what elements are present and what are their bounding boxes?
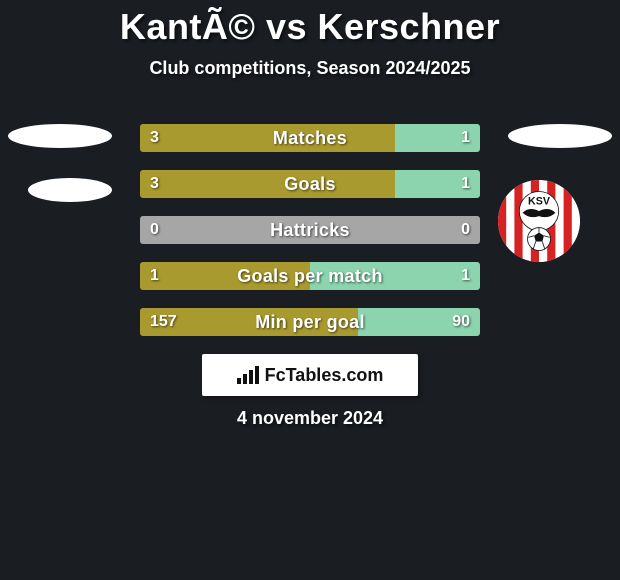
page-subtitle: Club competitions, Season 2024/2025: [0, 58, 620, 79]
stat-label: Goals per match: [140, 262, 480, 290]
stat-label: Min per goal: [140, 308, 480, 336]
stat-row: 00Hattricks: [140, 216, 480, 244]
stat-row: 11Goals per match: [140, 262, 480, 290]
watermark-text: FcTables.com: [265, 365, 384, 386]
crest-svg: KSV: [498, 180, 580, 262]
watermark: FcTables.com: [202, 354, 418, 396]
stat-label: Goals: [140, 170, 480, 198]
club-crest-ksv: KSV: [498, 180, 580, 262]
root: KantÃ© vs Kerschner Club competitions, S…: [0, 0, 620, 580]
stat-row: 31Matches: [140, 124, 480, 152]
stat-row: 31Goals: [140, 170, 480, 198]
page-title: KantÃ© vs Kerschner: [0, 0, 620, 48]
stat-label: Hattricks: [140, 216, 480, 244]
bar-chart-icon: [237, 366, 259, 384]
stat-label: Matches: [140, 124, 480, 152]
watermark-content: FcTables.com: [237, 365, 384, 386]
player-left-photo-placeholder-1: [8, 124, 112, 148]
comparison-bars: 31Matches 31Goals 00Hattricks 11Goals per m…: [140, 124, 480, 354]
stat-row: 15790Min per goal: [140, 308, 480, 336]
player-right-photo-placeholder: [508, 124, 612, 148]
date-label: 4 november 2024: [0, 408, 620, 429]
player-left-photo-placeholder-2: [28, 178, 112, 202]
svg-text:KSV: KSV: [528, 196, 551, 208]
